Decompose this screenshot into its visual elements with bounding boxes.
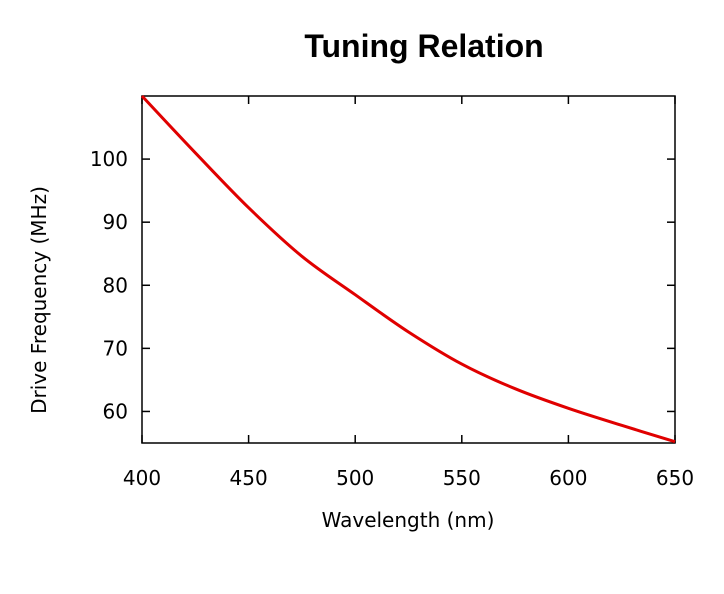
x-tick-label-600: 600 (549, 466, 587, 490)
x-tick-label-500: 500 (336, 466, 374, 490)
x-axis-label: Wavelength (nm) (322, 508, 495, 532)
y-tick-label-90: 90 (103, 210, 128, 234)
y-tick-label-80: 80 (103, 273, 128, 297)
x-tick-label-400: 400 (123, 466, 161, 490)
x-axis-ticks: 400 450 500 550 600 650 (123, 96, 694, 490)
series-line-drive-frequency (140, 94, 676, 444)
y-tick-label-70: 70 (103, 336, 128, 360)
chart-title: Tuning Relation (304, 28, 543, 64)
x-tick-label-450: 450 (230, 466, 268, 490)
plot-area: 400 450 500 550 600 650 60 70 80 90 100 (90, 94, 694, 490)
x-tick-label-550: 550 (443, 466, 481, 490)
x-tick-label-650: 650 (656, 466, 694, 490)
y-tick-label-100: 100 (90, 147, 128, 171)
y-axis-ticks: 60 70 80 90 100 (90, 147, 675, 423)
plot-frame (141, 95, 676, 444)
y-tick-label-60: 60 (103, 399, 128, 423)
y-axis-label: Drive Frequency (MHz) (27, 186, 51, 414)
